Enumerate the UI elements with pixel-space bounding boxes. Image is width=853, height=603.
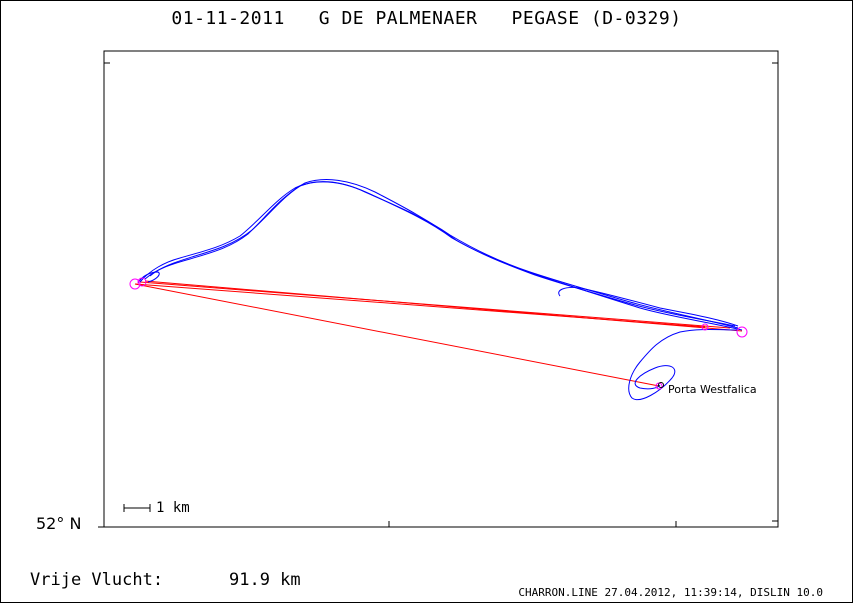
flight-title: 01-11-2011 G DE PALMENAER PEGASE (D-0329… — [171, 8, 682, 29]
task-leg-3 — [144, 280, 743, 332]
place-marker — [658, 382, 664, 388]
turnpoint-3 — [701, 323, 709, 331]
track-segment-3 — [149, 179, 743, 331]
flight-track — [137, 179, 743, 400]
free-flight-value: 91.9 km — [229, 570, 301, 590]
turnpoint-4 — [736, 326, 748, 338]
turnpoints — [129, 277, 748, 390]
task-lines — [134, 280, 743, 387]
turnpoint-start — [129, 278, 141, 290]
track-descent — [628, 329, 739, 400]
turnpoint-2 — [137, 277, 147, 287]
plot-border — [103, 50, 779, 528]
place-label: Porta Westfalica — [668, 383, 757, 396]
task-leg-4 — [134, 283, 660, 387]
track-loop — [558, 287, 739, 327]
axis-ticks — [98, 62, 778, 528]
footer-info: CHARRON.LINE 27.04.2012, 11:39:14, DISLI… — [518, 586, 823, 599]
latitude-label: 52° N — [36, 514, 82, 533]
scale-bar — [123, 504, 151, 512]
track-segment-2 — [144, 181, 736, 327]
scale-label: 1 km — [156, 500, 190, 516]
free-flight-label: Vrije Vlucht: — [30, 570, 164, 590]
